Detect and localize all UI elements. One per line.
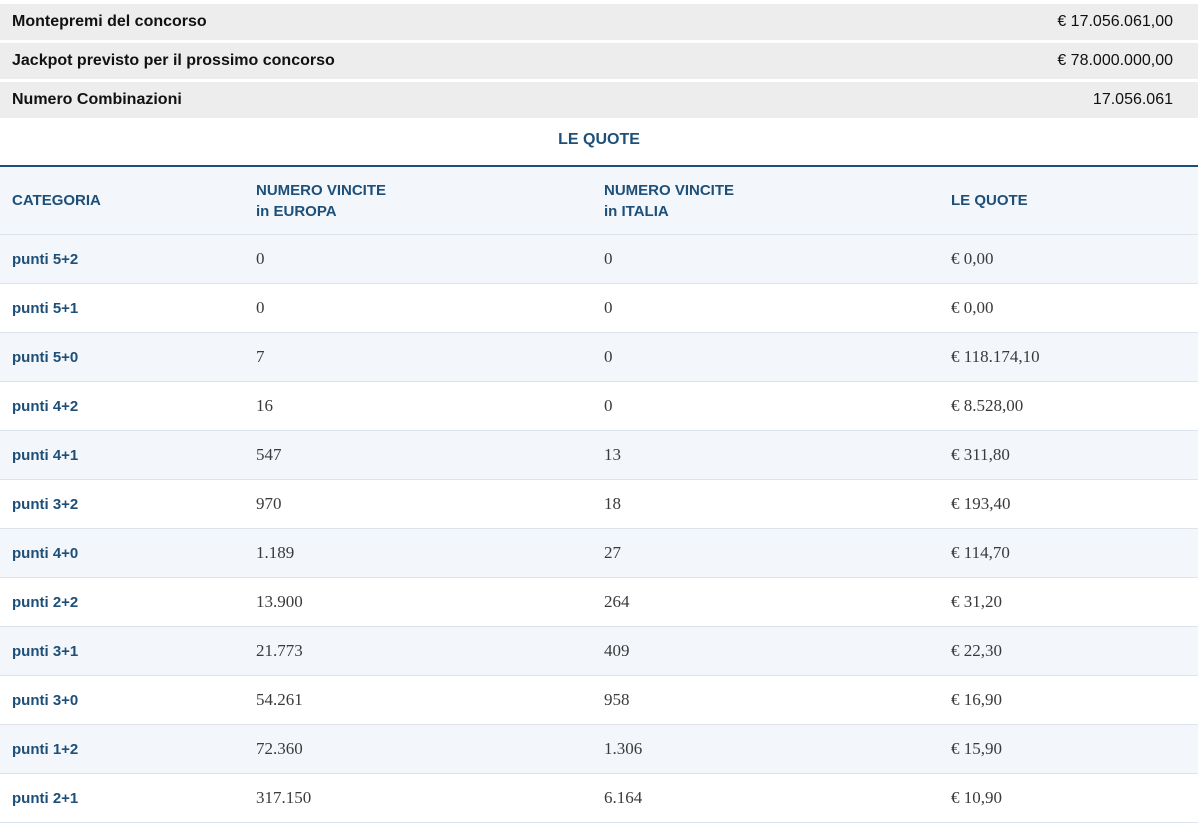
- cell-quota: € 193,40: [951, 494, 1011, 513]
- summary-value: € 78.000.000,00: [1057, 52, 1173, 69]
- summary-label: Numero Combinazioni: [12, 91, 182, 108]
- table-row: punti 3+0 54.261 958 € 16,90: [0, 676, 1198, 725]
- summary-row-montepremi: Montepremi del concorso € 17.056.061,00: [0, 4, 1198, 40]
- cell-quota: € 10,90: [951, 788, 1002, 807]
- cell-quota: € 311,80: [951, 445, 1010, 464]
- header-europa-line1: NUMERO VINCITE: [256, 181, 387, 199]
- cell-categoria: punti 3+2: [12, 495, 79, 513]
- cell-categoria: punti 4+0: [12, 544, 79, 562]
- cell-europa: 54.261: [256, 690, 303, 709]
- cell-quota: € 22,30: [951, 641, 1002, 660]
- cell-italia: 0: [604, 249, 613, 268]
- cell-europa: 970: [256, 494, 282, 513]
- cell-europa: 13.900: [256, 592, 303, 611]
- cell-europa: 1.189: [256, 543, 295, 562]
- cell-italia: 6.164: [604, 788, 643, 807]
- summary-value: 17.056.061: [1092, 91, 1173, 108]
- table-row: punti 1+2 72.360 1.306 € 15,90: [0, 725, 1198, 774]
- cell-categoria: punti 3+0: [12, 691, 79, 709]
- table-row: punti 3+2 970 18 € 193,40: [0, 480, 1198, 529]
- cell-italia: 264: [604, 592, 630, 611]
- cell-europa: 317.150: [256, 788, 312, 807]
- table-row: punti 4+1 547 13 € 311,80: [0, 431, 1198, 480]
- summary-row-jackpot: Jackpot previsto per il prossimo concors…: [0, 43, 1198, 79]
- cell-categoria: punti 4+1: [12, 446, 79, 464]
- table-row: punti 3+1 21.773 409 € 22,30: [0, 627, 1198, 676]
- table-row: punti 4+0 1.189 27 € 114,70: [0, 529, 1198, 578]
- table-header: CATEGORIA NUMERO VINCITE in EUROPA NUMER…: [0, 167, 1198, 235]
- cell-europa: 16: [256, 396, 273, 415]
- header-italia-line2: in ITALIA: [604, 202, 669, 220]
- cell-quota: € 0,00: [951, 298, 994, 317]
- header-quote: LE QUOTE: [951, 192, 1028, 209]
- table-body: punti 5+2 0 0 € 0,00 punti 5+1 0 0 € 0,0…: [0, 235, 1198, 823]
- header-italia: NUMERO VINCITE in ITALIA: [604, 180, 951, 222]
- cell-italia: 1.306: [604, 739, 643, 758]
- cell-europa: 7: [256, 347, 265, 366]
- summary-label: Jackpot previsto per il prossimo concors…: [12, 52, 335, 69]
- odds-table: CATEGORIA NUMERO VINCITE in EUROPA NUMER…: [0, 165, 1198, 823]
- table-row: punti 2+1 317.150 6.164 € 10,90: [0, 774, 1198, 823]
- cell-categoria: punti 5+1: [12, 299, 79, 317]
- cell-categoria: punti 2+1: [12, 789, 79, 807]
- header-europa-line2: in EUROPA: [256, 202, 337, 220]
- summary-label: Montepremi del concorso: [12, 13, 207, 30]
- cell-quota: € 15,90: [951, 739, 1002, 758]
- cell-categoria: punti 4+2: [12, 397, 79, 415]
- cell-quota: € 118.174,10: [951, 347, 1040, 366]
- cell-quota: € 0,00: [951, 249, 994, 268]
- cell-quota: € 8.528,00: [951, 396, 1024, 415]
- cell-italia: 0: [604, 396, 613, 415]
- summary-block: Montepremi del concorso € 17.056.061,00 …: [0, 4, 1198, 121]
- cell-italia: 27: [604, 543, 621, 562]
- cell-quota: € 31,20: [951, 592, 1002, 611]
- cell-quota: € 16,90: [951, 690, 1002, 709]
- cell-italia: 409: [604, 641, 630, 660]
- table-title: LE QUOTE: [558, 131, 640, 148]
- table-row: punti 2+2 13.900 264 € 31,20: [0, 578, 1198, 627]
- cell-italia: 958: [604, 690, 630, 709]
- cell-quota: € 114,70: [951, 543, 1010, 562]
- table-row: punti 5+1 0 0 € 0,00: [0, 284, 1198, 333]
- cell-italia: 0: [604, 347, 613, 366]
- table-row: punti 4+2 16 0 € 8.528,00: [0, 382, 1198, 431]
- header-categoria: CATEGORIA: [12, 192, 101, 209]
- header-italia-line1: NUMERO VINCITE: [604, 181, 735, 199]
- table-row: punti 5+0 7 0 € 118.174,10: [0, 333, 1198, 382]
- cell-italia: 18: [604, 494, 621, 513]
- summary-row-combinazioni: Numero Combinazioni 17.056.061: [0, 82, 1198, 118]
- header-europa: NUMERO VINCITE in EUROPA: [256, 180, 604, 222]
- cell-italia: 0: [604, 298, 613, 317]
- cell-categoria: punti 5+0: [12, 348, 79, 366]
- cell-categoria: punti 1+2: [12, 740, 79, 758]
- cell-europa: 0: [256, 249, 265, 268]
- cell-europa: 72.360: [256, 739, 303, 758]
- cell-europa: 547: [256, 445, 282, 464]
- summary-value: € 17.056.061,00: [1057, 13, 1173, 30]
- cell-categoria: punti 3+1: [12, 642, 79, 660]
- cell-categoria: punti 2+2: [12, 593, 79, 611]
- cell-europa: 0: [256, 298, 265, 317]
- cell-italia: 13: [604, 445, 621, 464]
- table-row: punti 5+2 0 0 € 0,00: [0, 235, 1198, 284]
- cell-categoria: punti 5+2: [12, 250, 79, 268]
- cell-europa: 21.773: [256, 641, 303, 660]
